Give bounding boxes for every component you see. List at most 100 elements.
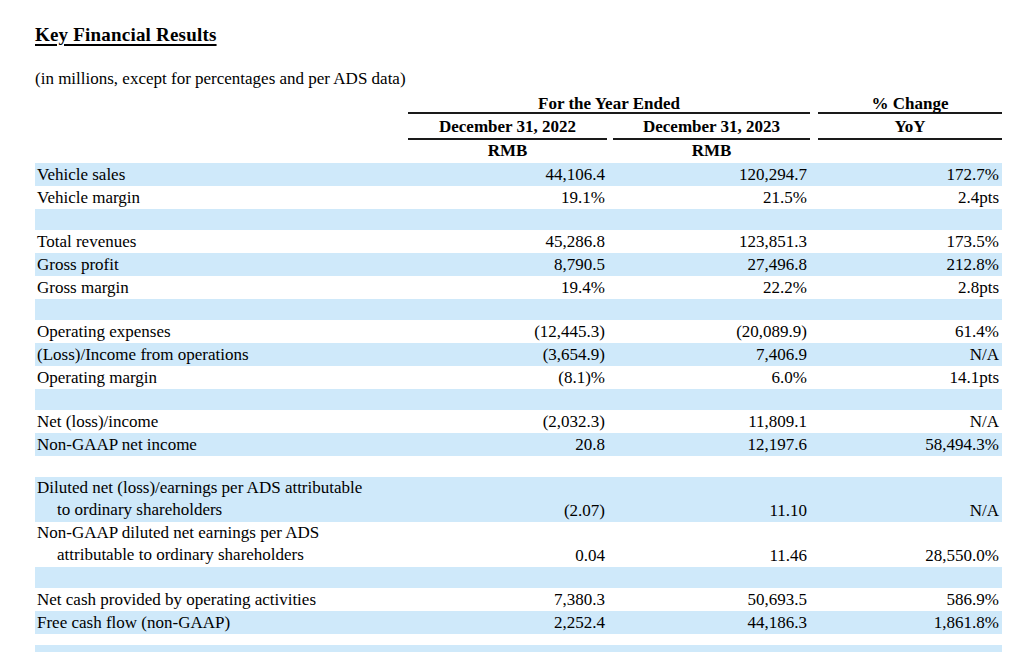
value-yoy: 2.8pts — [810, 276, 1002, 299]
value-2023: 22.2% — [607, 276, 810, 299]
table-row: Non-GAAP net income20.812,197.658,494.3% — [35, 433, 1002, 456]
row-label: Net cash provided by operating activitie… — [35, 588, 408, 611]
row-label: (Loss)/Income from operations — [35, 343, 408, 366]
header-gap — [810, 114, 818, 140]
value-2023: 6.0% — [607, 366, 810, 389]
header-label-spacer — [35, 114, 408, 140]
value-yoy: 28,550.0% — [810, 544, 1002, 567]
value-yoy: N/A — [810, 343, 1002, 366]
value-yoy: 14.1pts — [810, 366, 1002, 389]
value-yoy: 173.5% — [810, 230, 1002, 253]
value-2023: 123,851.3 — [607, 230, 810, 253]
column-header-yoy: YoY — [818, 114, 1002, 140]
page-subtitle: (in millions, except for percentages and… — [35, 69, 406, 89]
value-yoy: 58,494.3% — [810, 433, 1002, 456]
value-2023: 44,186.3 — [607, 611, 810, 634]
row-label-line2: to ordinary shareholders — [37, 499, 408, 521]
table-row: Operating expenses(12,445.3)(20,089.9)61… — [35, 320, 1002, 343]
table-row-blank — [35, 456, 1002, 477]
value-2023: (20,089.9) — [607, 320, 810, 343]
value-2022: (12,445.3) — [408, 320, 607, 343]
row-label: Gross profit — [35, 253, 408, 276]
row-label: Operating expenses — [35, 320, 408, 343]
value-2022: 0.04 — [408, 544, 607, 567]
table-row-blank — [35, 209, 1002, 230]
value-yoy: N/A — [810, 499, 1002, 522]
table-row: (Loss)/Income from operations(3,654.9)7,… — [35, 343, 1002, 366]
table-row: Vehicle sales44,106.4120,294.7172.7% — [35, 163, 1002, 186]
table-row: Gross margin19.4%22.2%2.8pts — [35, 276, 1002, 299]
table-row-blank — [35, 299, 1002, 320]
value-2022: 44,106.4 — [408, 163, 607, 186]
row-label: Gross margin — [35, 276, 408, 299]
table-row-blank — [35, 389, 1002, 410]
table-row: Non-GAAP diluted net earnings per ADSatt… — [35, 522, 1002, 567]
value-2023: 11.46 — [607, 544, 810, 567]
table-row: Gross profit8,790.527,496.8212.8% — [35, 253, 1002, 276]
row-label: Free cash flow (non-GAAP) — [35, 611, 408, 634]
value-2023: 27,496.8 — [607, 253, 810, 276]
table-row: Operating margin(8.1)%6.0%14.1pts — [35, 366, 1002, 389]
table-row: Total revenues45,286.8123,851.3173.5% — [35, 230, 1002, 253]
table-header-group-row: For the Year Ended % Change — [35, 95, 1002, 114]
value-2023: 11.10 — [607, 499, 810, 522]
value-2023: 7,406.9 — [607, 343, 810, 366]
page-title: Key Financial Results — [35, 24, 217, 46]
document-page: Key Financial Results (in millions, exce… — [0, 0, 1024, 654]
row-label: Non-GAAP net income — [35, 433, 408, 456]
row-label: Diluted net (loss)/earnings per ADS attr… — [35, 477, 408, 522]
year-ended-group-header: For the Year Ended — [408, 95, 810, 114]
row-label: Total revenues — [35, 230, 408, 253]
key-financial-results-table: For the Year Ended % Change December 31,… — [35, 95, 1002, 652]
table-row: Net (loss)/income(2,032.3)11,809.1N/A — [35, 410, 1002, 433]
value-2022: (2.07) — [408, 499, 607, 522]
value-2022: 7,380.3 — [408, 588, 607, 611]
header-label-spacer — [35, 140, 408, 163]
value-yoy: 61.4% — [810, 320, 1002, 343]
value-2023: 50,693.5 — [607, 588, 810, 611]
row-label: Net (loss)/income — [35, 410, 408, 433]
row-label: Vehicle margin — [35, 186, 408, 209]
unit-header-rmb-2022: RMB — [408, 140, 607, 163]
value-yoy: 1,861.8% — [810, 611, 1002, 634]
percent-change-group-header: % Change — [818, 95, 1002, 114]
value-2022: (3,654.9) — [408, 343, 607, 366]
table-row-blank — [35, 634, 1002, 645]
table-row-blank — [35, 567, 1002, 588]
header-gap — [810, 95, 818, 114]
table-row: Diluted net (loss)/earnings per ADS attr… — [35, 477, 1002, 522]
value-2023: 12,197.6 — [607, 433, 810, 456]
table-row: Vehicle margin19.1%21.5%2.4pts — [35, 186, 1002, 209]
unit-header-rmb-2023: RMB — [613, 140, 810, 163]
row-label: Vehicle sales — [35, 163, 408, 186]
value-2022: 8,790.5 — [408, 253, 607, 276]
value-2022: (2,032.3) — [408, 410, 607, 433]
row-label: Non-GAAP diluted net earnings per ADSatt… — [35, 522, 408, 567]
row-label-line1: Diluted net (loss)/earnings per ADS attr… — [37, 477, 408, 499]
value-yoy: 2.4pts — [810, 186, 1002, 209]
table-row-blank — [35, 645, 1002, 652]
value-2022: 2,252.4 — [408, 611, 607, 634]
table-header-units-row: RMB RMB — [35, 140, 1002, 163]
row-label-line2: attributable to ordinary shareholders — [37, 544, 408, 566]
column-header-dec-2023: December 31, 2023 — [613, 114, 810, 140]
row-label: Operating margin — [35, 366, 408, 389]
value-2023: 120,294.7 — [607, 163, 810, 186]
value-2022: 45,286.8 — [408, 230, 607, 253]
value-yoy: 172.7% — [810, 163, 1002, 186]
table-row: Free cash flow (non-GAAP)2,252.444,186.3… — [35, 611, 1002, 634]
value-yoy: 212.8% — [810, 253, 1002, 276]
value-yoy: N/A — [810, 410, 1002, 433]
value-yoy: 586.9% — [810, 588, 1002, 611]
column-header-dec-2022: December 31, 2022 — [408, 114, 607, 140]
value-2023: 21.5% — [607, 186, 810, 209]
value-2022: 19.1% — [408, 186, 607, 209]
value-2023: 11,809.1 — [607, 410, 810, 433]
value-2022: 19.4% — [408, 276, 607, 299]
table-row: Net cash provided by operating activitie… — [35, 588, 1002, 611]
header-label-spacer — [35, 95, 408, 114]
value-2022: 20.8 — [408, 433, 607, 456]
row-label-line1: Non-GAAP diluted net earnings per ADS — [37, 522, 408, 544]
value-2022: (8.1)% — [408, 366, 607, 389]
table-header-columns-row: December 31, 2022 December 31, 2023 YoY — [35, 114, 1002, 140]
